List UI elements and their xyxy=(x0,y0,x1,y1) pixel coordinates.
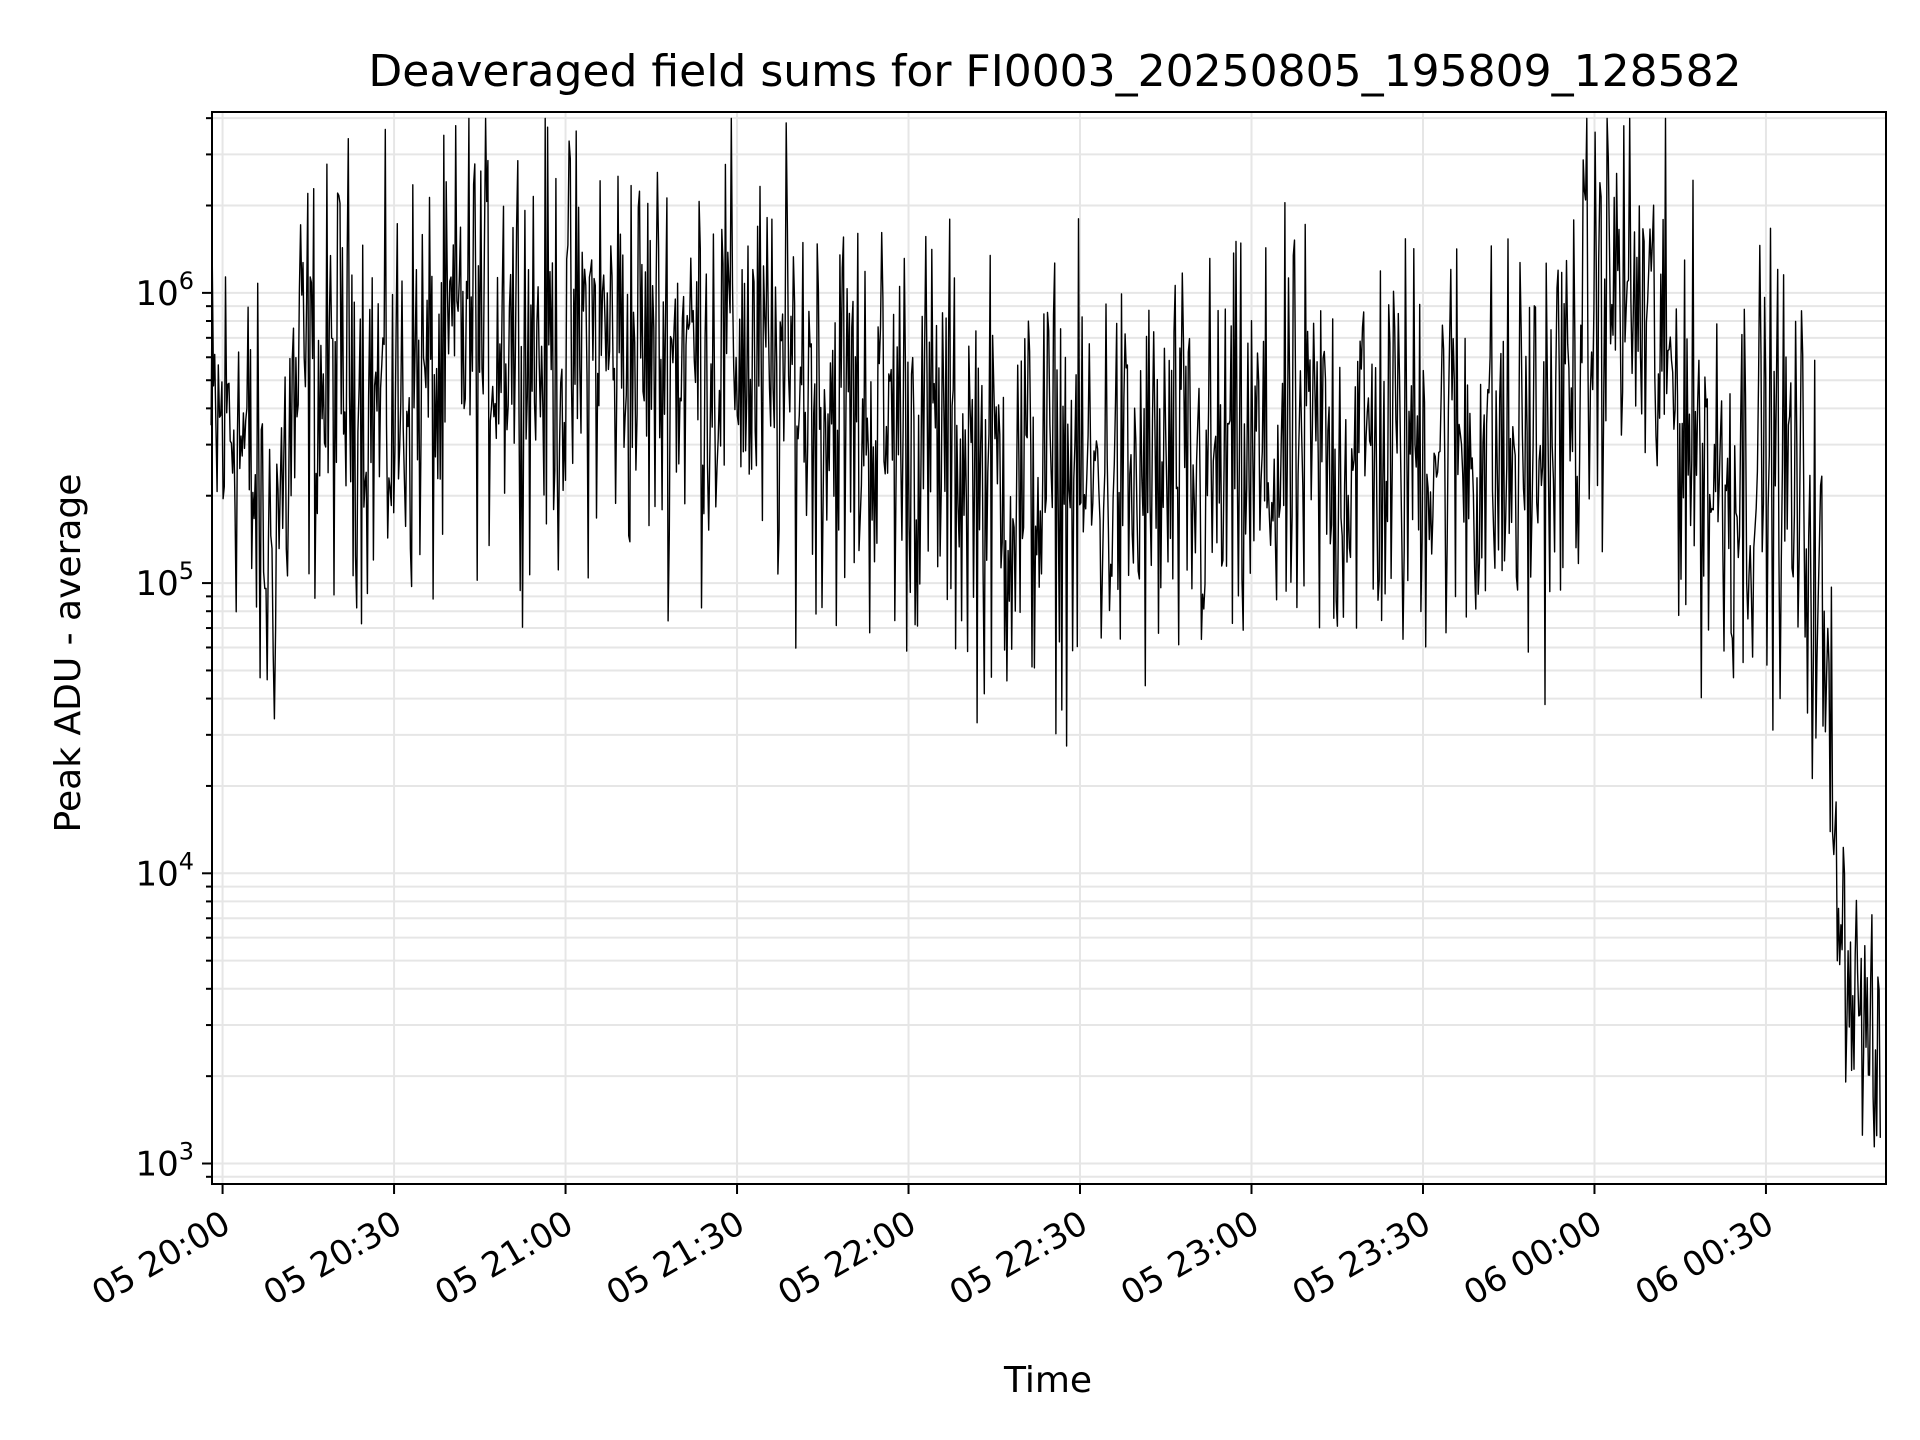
y-tick-exponent: 4 xyxy=(179,847,194,875)
y-tick-base: 10 xyxy=(135,564,178,604)
y-tick-exponent: 6 xyxy=(179,267,194,295)
y-tick-label: 105 xyxy=(135,557,194,604)
y-tick-label: 106 xyxy=(135,267,194,314)
series-line xyxy=(210,117,1882,1148)
y-axis-label: Peak ADU - average xyxy=(48,474,89,833)
y-tick-exponent: 5 xyxy=(179,557,194,585)
y-tick-base: 10 xyxy=(135,854,178,894)
y-tick-base: 10 xyxy=(135,1145,178,1185)
chart-title: Deaveraged field sums for FI0003_2025080… xyxy=(368,46,1741,97)
y-tick-label: 103 xyxy=(135,1138,194,1185)
y-tick-exponent: 3 xyxy=(179,1138,194,1166)
x-axis-label: Time xyxy=(1003,1360,1092,1401)
y-tick-label: 104 xyxy=(135,847,194,894)
plot-area xyxy=(210,117,1882,1148)
y-tick-base: 10 xyxy=(135,274,178,314)
